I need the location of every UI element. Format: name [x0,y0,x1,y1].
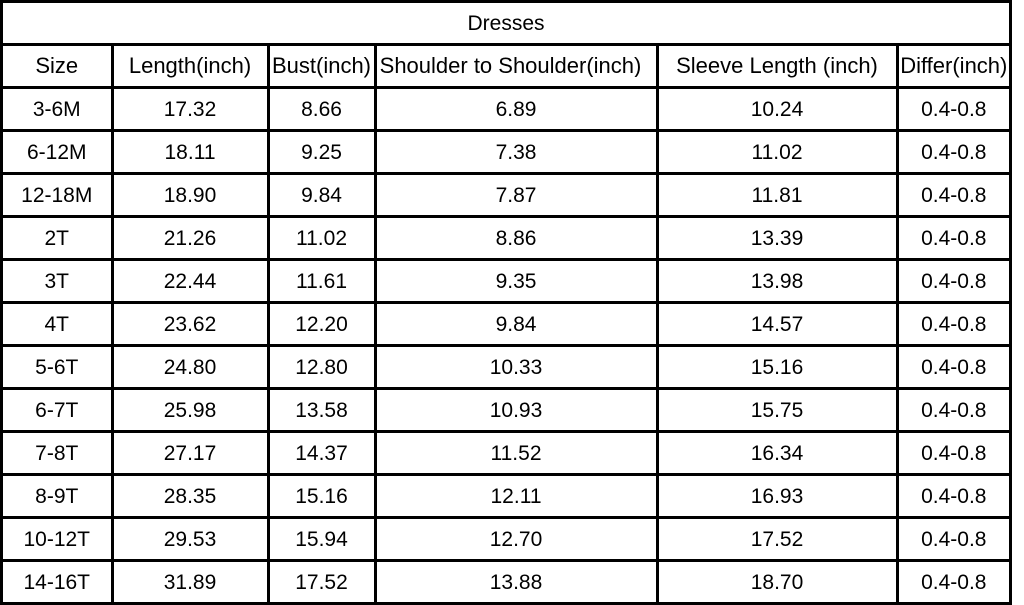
cell-length: 22.44 [112,259,270,304]
table-title: Dresses [3,3,1010,46]
cell-length: 24.80 [112,345,270,390]
table-row: 3T 22.44 11.61 9.35 13.98 0.4-0.8 [3,259,1010,304]
cell-bust: 13.58 [268,388,377,433]
cell-shoulder: 12.70 [375,517,659,562]
header-row: Size Length(inch) Bust(inch) Shoulder to… [3,44,1010,89]
cell-differ: 0.4-0.8 [897,130,1010,175]
table-row: 10-12T 29.53 15.94 12.70 17.52 0.4-0.8 [3,517,1010,562]
cell-shoulder: 7.38 [375,130,659,175]
cell-size: 4T [3,302,114,347]
cell-bust: 17.52 [268,560,377,605]
cell-size: 5-6T [3,345,114,390]
cell-sleeve: 10.24 [657,87,899,132]
cell-bust: 14.37 [268,431,377,476]
cell-length: 18.11 [112,130,270,175]
cell-differ: 0.4-0.8 [897,173,1010,218]
column-header-shoulder: Shoulder to Shoulder(inch) [375,44,659,89]
cell-shoulder: 9.35 [375,259,659,304]
cell-differ: 0.4-0.8 [897,388,1010,433]
cell-differ: 0.4-0.8 [897,345,1010,390]
cell-size: 6-12M [3,130,114,175]
column-header-sleeve: Sleeve Length (inch) [657,44,899,89]
table-row: 2T 21.26 11.02 8.86 13.39 0.4-0.8 [3,216,1010,261]
cell-shoulder: 10.33 [375,345,659,390]
cell-size: 3T [3,259,114,304]
cell-sleeve: 17.52 [657,517,899,562]
column-header-shoulder-label: Shoulder to Shoulder(inch) [379,55,642,77]
cell-bust: 9.84 [268,173,377,218]
cell-differ: 0.4-0.8 [897,474,1010,519]
cell-sleeve: 18.70 [657,560,899,605]
column-header-length: Length(inch) [112,44,270,89]
cell-size: 3-6M [3,87,114,132]
table-row: 12-18M 18.90 9.84 7.87 11.81 0.4-0.8 [3,173,1010,218]
cell-size: 10-12T [3,517,114,562]
cell-differ: 0.4-0.8 [897,259,1010,304]
cell-sleeve: 15.16 [657,345,899,390]
table-row: 6-7T 25.98 13.58 10.93 15.75 0.4-0.8 [3,388,1010,433]
cell-length: 31.89 [112,560,270,605]
cell-length: 17.32 [112,87,270,132]
cell-shoulder: 10.93 [375,388,659,433]
cell-length: 27.17 [112,431,270,476]
cell-sleeve: 16.93 [657,474,899,519]
cell-sleeve: 15.75 [657,388,899,433]
cell-length: 23.62 [112,302,270,347]
cell-bust: 9.25 [268,130,377,175]
cell-length: 21.26 [112,216,270,261]
table-row: 5-6T 24.80 12.80 10.33 15.16 0.4-0.8 [3,345,1010,390]
column-header-size: Size [3,44,114,89]
cell-bust: 15.16 [268,474,377,519]
cell-shoulder: 11.52 [375,431,659,476]
cell-sleeve: 11.02 [657,130,899,175]
column-header-bust: Bust(inch) [268,44,377,89]
cell-length: 18.90 [112,173,270,218]
cell-shoulder: 9.84 [375,302,659,347]
cell-differ: 0.4-0.8 [897,517,1010,562]
cell-shoulder: 12.11 [375,474,659,519]
cell-length: 29.53 [112,517,270,562]
cell-sleeve: 13.98 [657,259,899,304]
cell-differ: 0.4-0.8 [897,302,1010,347]
cell-shoulder: 7.87 [375,173,659,218]
cell-bust: 8.66 [268,87,377,132]
cell-length: 28.35 [112,474,270,519]
cell-size: 7-8T [3,431,114,476]
table-body: Dresses Size Length(inch) Bust(inch) Sho… [3,3,1010,605]
cell-size: 6-7T [3,388,114,433]
cell-sleeve: 16.34 [657,431,899,476]
cell-size: 12-18M [3,173,114,218]
table-row: 6-12M 18.11 9.25 7.38 11.02 0.4-0.8 [3,130,1010,175]
cell-size: 14-16T [3,560,114,605]
cell-differ: 0.4-0.8 [897,560,1010,605]
table-row: 4T 23.62 12.20 9.84 14.57 0.4-0.8 [3,302,1010,347]
cell-length: 25.98 [112,388,270,433]
table-row: 3-6M 17.32 8.66 6.89 10.24 0.4-0.8 [3,87,1010,132]
cell-shoulder: 13.88 [375,560,659,605]
title-row: Dresses [3,3,1010,46]
cell-sleeve: 14.57 [657,302,899,347]
dresses-size-table: Dresses Size Length(inch) Bust(inch) Sho… [3,3,1010,605]
cell-differ: 0.4-0.8 [897,87,1010,132]
cell-bust: 12.80 [268,345,377,390]
cell-size: 2T [3,216,114,261]
cell-shoulder: 6.89 [375,87,659,132]
cell-bust: 15.94 [268,517,377,562]
cell-differ: 0.4-0.8 [897,431,1010,476]
cell-size: 8-9T [3,474,114,519]
column-header-differ: Differ(inch) [897,44,1010,89]
cell-bust: 11.02 [268,216,377,261]
cell-bust: 12.20 [268,302,377,347]
table-row: 8-9T 28.35 15.16 12.11 16.93 0.4-0.8 [3,474,1010,519]
cell-sleeve: 13.39 [657,216,899,261]
cell-differ: 0.4-0.8 [897,216,1010,261]
cell-bust: 11.61 [268,259,377,304]
cell-shoulder: 8.86 [375,216,659,261]
cell-sleeve: 11.81 [657,173,899,218]
table-row: 7-8T 27.17 14.37 11.52 16.34 0.4-0.8 [3,431,1010,476]
table-row: 14-16T 31.89 17.52 13.88 18.70 0.4-0.8 [3,560,1010,605]
